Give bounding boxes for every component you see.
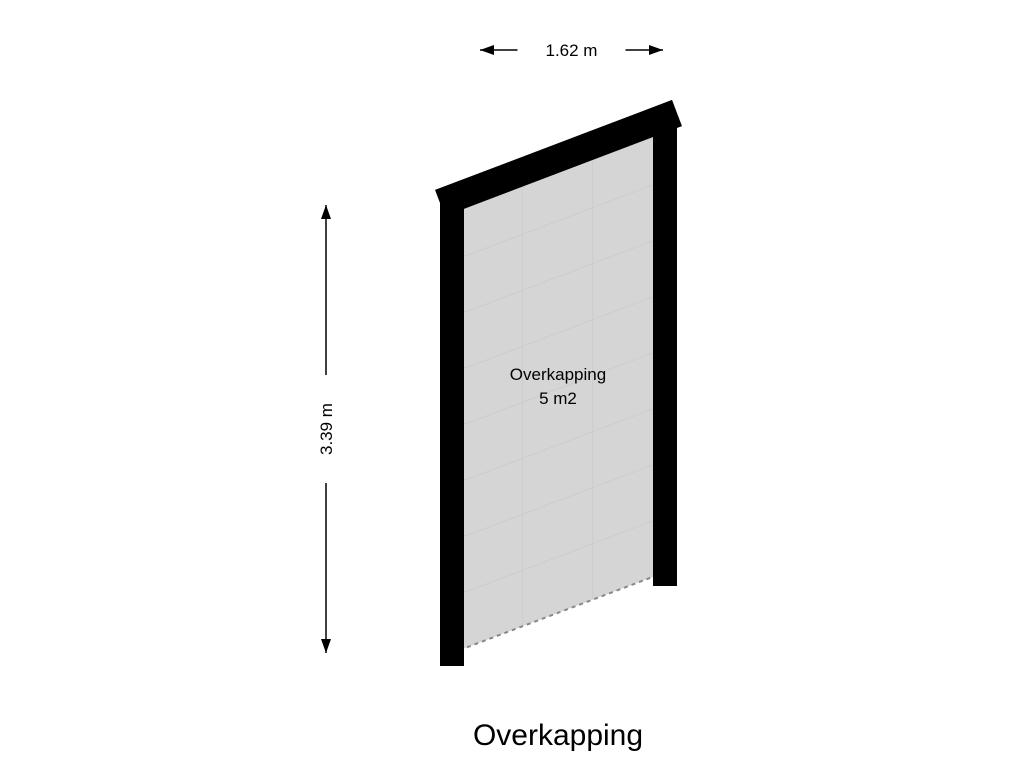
dimension-arrow-icon xyxy=(649,45,663,55)
dimension-arrow-icon xyxy=(321,205,331,219)
dimension-label-height: 3.39 m xyxy=(317,403,336,455)
dimension-arrow-icon xyxy=(321,639,331,653)
page-title: Overkapping xyxy=(473,719,643,752)
dimension-label-width: 1.62 m xyxy=(546,41,598,60)
dimension-arrow-icon xyxy=(480,45,494,55)
room-area: 5 m2 xyxy=(539,389,577,408)
room-label: Overkapping xyxy=(510,365,606,384)
